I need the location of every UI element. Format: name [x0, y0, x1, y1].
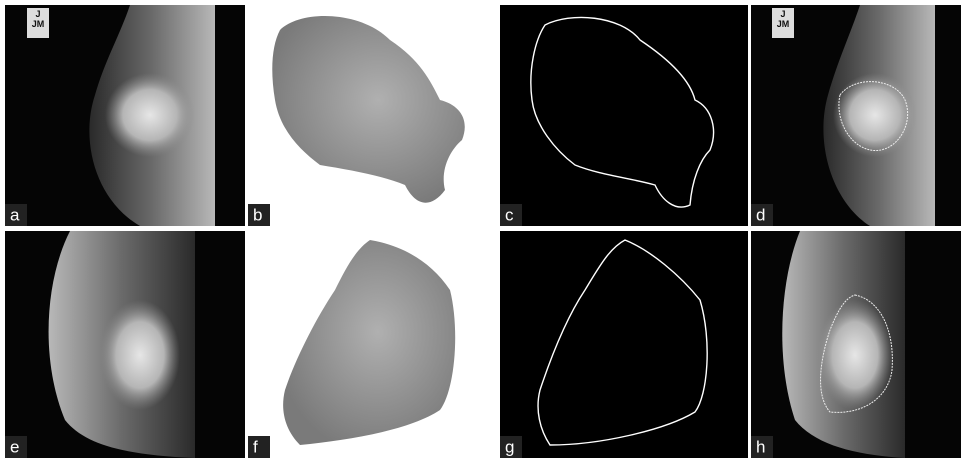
panel-label: g [505, 437, 514, 456]
panel-label: c [505, 205, 514, 224]
panel-label: b [253, 205, 262, 224]
panel-label: a [10, 205, 20, 224]
panel-e [5, 231, 245, 458]
page: abcdefgh JJMJJM (() => { const data = JS… [0, 0, 965, 460]
figure: abcdefgh JJMJJM [0, 0, 965, 460]
panel-h [751, 231, 961, 458]
label-box [248, 436, 270, 458]
panel-d [751, 5, 961, 226]
panel-g [500, 231, 748, 458]
panel-b [248, 5, 498, 226]
panel-a [5, 5, 245, 226]
panel-label: f [253, 437, 258, 456]
panel-label: d [756, 205, 765, 224]
panel-label: e [10, 437, 19, 456]
panel-label: h [756, 437, 765, 456]
panel-f [248, 231, 498, 458]
panel-c [500, 5, 748, 226]
